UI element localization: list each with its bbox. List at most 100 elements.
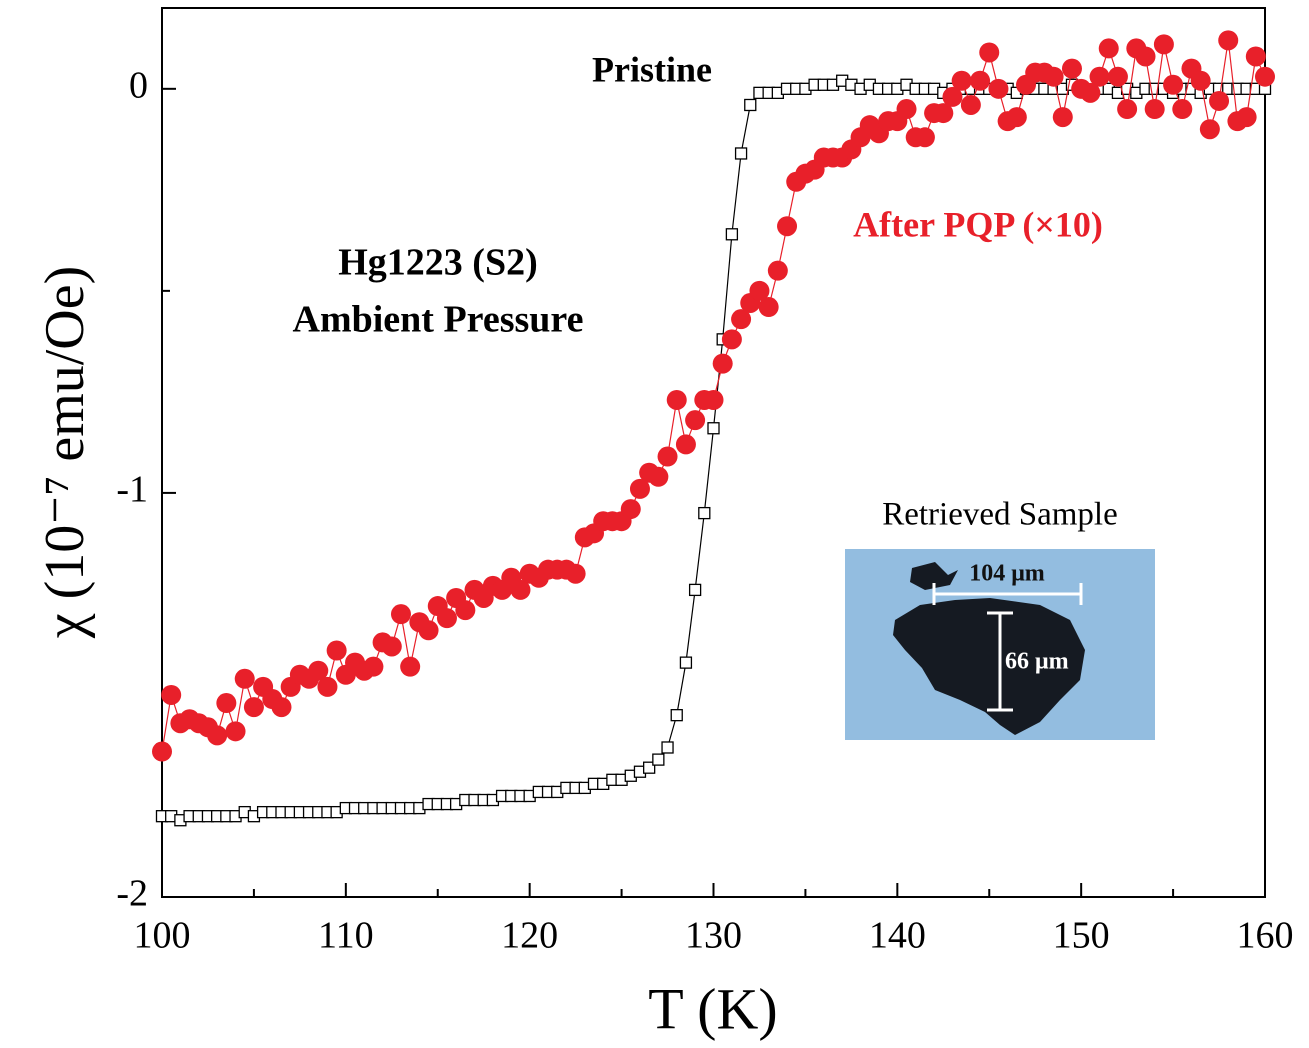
point — [703, 389, 724, 410]
x-tick-label: 150 — [1053, 915, 1110, 957]
point — [207, 725, 228, 746]
point — [152, 741, 172, 762]
point — [1218, 30, 1239, 51]
point — [1117, 99, 1138, 120]
point — [666, 389, 687, 410]
x-tick-label: 140 — [869, 915, 926, 957]
point — [951, 70, 972, 91]
point — [698, 506, 711, 520]
point — [657, 446, 678, 467]
point — [914, 127, 935, 148]
point — [721, 329, 742, 350]
point — [725, 228, 739, 241]
point — [1255, 66, 1275, 87]
point — [777, 216, 798, 237]
x-tick-label: 130 — [685, 915, 742, 957]
point — [648, 466, 669, 487]
point — [565, 563, 586, 584]
point — [390, 604, 411, 625]
point — [712, 353, 733, 374]
point — [731, 309, 752, 330]
point — [1236, 107, 1257, 128]
x-tick-label: 160 — [1237, 915, 1294, 957]
point — [942, 86, 963, 107]
sample — [893, 598, 1085, 735]
point — [317, 676, 338, 697]
y-tick-label: -2 — [116, 873, 148, 915]
inset: Retrieved Sample 104 μm 66 μm — [845, 497, 1155, 740]
point — [1006, 107, 1027, 128]
plot-frame — [161, 7, 1266, 898]
point — [363, 656, 384, 677]
point — [1163, 74, 1184, 95]
point — [308, 660, 329, 681]
point — [418, 620, 439, 641]
y-tick-label: 0 — [129, 65, 148, 107]
point — [988, 78, 1009, 99]
point — [510, 579, 531, 600]
point — [652, 753, 665, 766]
point — [758, 297, 779, 318]
x-tick-label: 110 — [318, 915, 374, 957]
point — [326, 640, 347, 661]
point — [1080, 82, 1101, 103]
series-label: After PQP (×10) — [853, 204, 1103, 244]
y-tick-label: -1 — [116, 469, 148, 511]
y-axis-title: χ (10⁻⁷ emu/Oe) — [34, 266, 96, 640]
point — [970, 70, 991, 91]
series-label: Pristine — [592, 49, 712, 89]
point — [1245, 46, 1266, 67]
point — [1043, 66, 1064, 87]
point — [767, 260, 788, 281]
point — [1172, 99, 1193, 120]
point — [707, 422, 720, 435]
point — [1199, 119, 1220, 140]
point — [688, 583, 702, 597]
width-label: 104 μm — [969, 561, 1045, 587]
point — [685, 410, 706, 431]
x-tick-label: 100 — [134, 915, 191, 957]
point — [1089, 66, 1110, 87]
point — [1052, 107, 1073, 128]
inset-title: Retrieved Sample — [882, 497, 1118, 533]
annotation: Ambient Pressure — [293, 299, 584, 341]
point — [661, 741, 674, 754]
point — [161, 684, 182, 705]
point — [381, 636, 402, 657]
point — [225, 721, 246, 742]
point — [679, 656, 693, 669]
point — [436, 608, 457, 629]
point — [234, 668, 255, 689]
point — [749, 280, 770, 301]
point — [400, 656, 421, 677]
point — [243, 697, 264, 718]
point — [933, 103, 954, 124]
point — [960, 94, 981, 115]
point — [1107, 66, 1128, 87]
point — [271, 697, 292, 718]
point — [1098, 38, 1119, 59]
point — [620, 499, 641, 520]
point — [1135, 46, 1156, 67]
point — [979, 42, 1000, 63]
x-tick-label: 120 — [501, 915, 558, 957]
point — [1209, 90, 1230, 111]
point — [455, 600, 476, 621]
series — [152, 30, 1275, 762]
point — [1190, 70, 1211, 91]
point — [1144, 99, 1165, 120]
point — [675, 434, 696, 455]
point — [896, 99, 917, 120]
scale-bars — [932, 583, 1083, 712]
point — [629, 478, 650, 499]
x-axis-title: T (K) — [648, 976, 777, 1041]
annotation: Hg1223 (S2) — [338, 242, 538, 284]
point — [670, 709, 683, 722]
point — [216, 693, 237, 714]
point — [1153, 34, 1174, 55]
point — [643, 761, 656, 774]
sample-fragment — [910, 562, 958, 590]
point — [744, 98, 757, 112]
point — [734, 147, 748, 160]
